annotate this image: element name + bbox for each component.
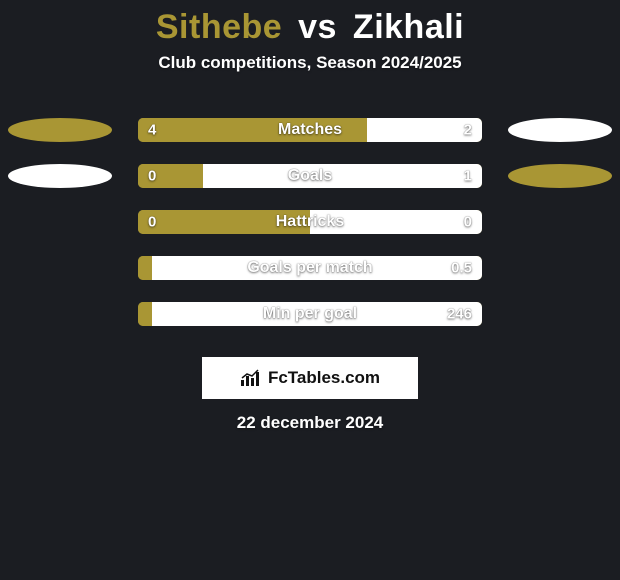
vs-label: vs: [298, 8, 337, 46]
player2-name: Zikhali: [353, 8, 464, 46]
stat-bar-right: [367, 118, 482, 142]
stat-bar: 0.5Goals per match: [138, 256, 482, 280]
footer-date: 22 december 2024: [0, 413, 620, 433]
player1-name: Sithebe: [156, 8, 282, 46]
player2-marker: [508, 118, 612, 142]
stat-bar-left: [138, 302, 152, 326]
stat-bar-right: [310, 210, 482, 234]
stats-container: 42Matches 01Goals 00Hattricks 0.5Goals per …: [0, 107, 620, 337]
stat-bar: 42Matches: [138, 118, 482, 142]
subtitle: Club competitions, Season 2024/2025: [0, 53, 620, 73]
stat-bar: 00Hattricks: [138, 210, 482, 234]
player1-marker: [8, 164, 112, 188]
brand-text: FcTables.com: [268, 368, 380, 388]
stat-bar-right: [152, 256, 482, 280]
stat-bar-right: [152, 302, 482, 326]
stat-bar-left: [138, 164, 203, 188]
stat-row: 0.5Goals per match: [0, 245, 620, 291]
player1-marker: [8, 118, 112, 142]
brand-chart-icon: [240, 369, 262, 387]
stat-row: 01Goals: [0, 153, 620, 199]
stat-bar-left: [138, 118, 367, 142]
stat-bar-left: [138, 256, 152, 280]
player2-marker: [508, 164, 612, 188]
comparison-widget: Sithebe vs Zikhali Club competitions, Se…: [0, 0, 620, 580]
stat-bar-right: [203, 164, 482, 188]
stat-row: 42Matches: [0, 107, 620, 153]
stat-bar: 246Min per goal: [138, 302, 482, 326]
brand-badge: FcTables.com: [202, 357, 418, 399]
stat-bar-left: [138, 210, 310, 234]
stat-bar: 01Goals: [138, 164, 482, 188]
page-title: Sithebe vs Zikhali: [0, 0, 620, 47]
stat-row: 00Hattricks: [0, 199, 620, 245]
stat-row: 246Min per goal: [0, 291, 620, 337]
